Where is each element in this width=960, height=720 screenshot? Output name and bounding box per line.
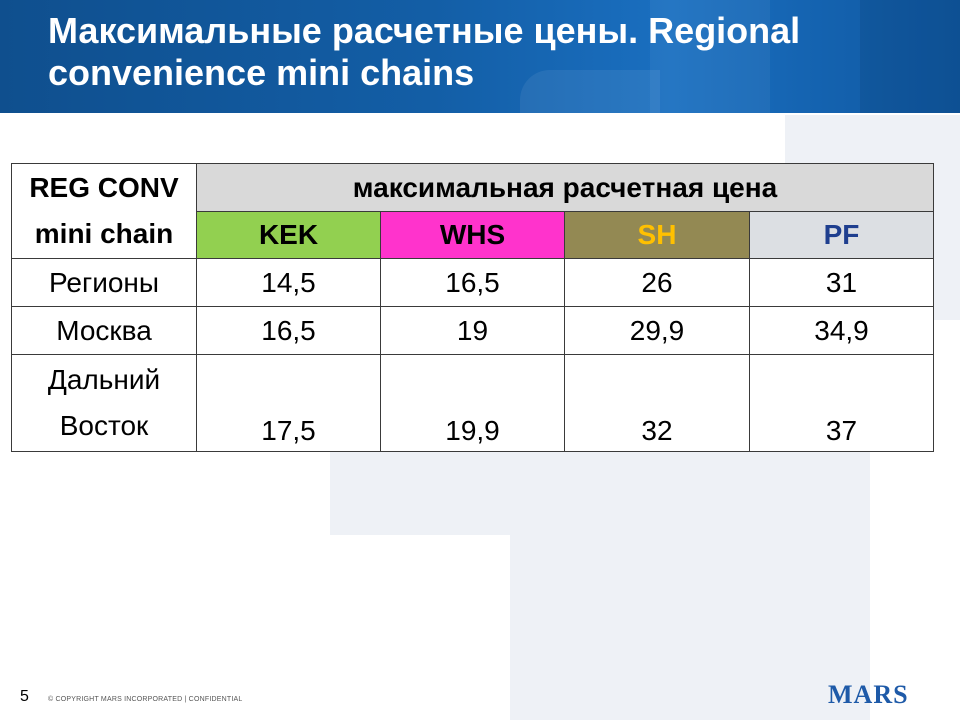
- header-decoration: [520, 70, 660, 113]
- row-label-line1: Дальний: [47, 364, 161, 395]
- column-header-sh: SH: [564, 211, 750, 259]
- page-number: 5: [20, 688, 29, 705]
- column-header-whs: WHS: [380, 211, 565, 259]
- row-label: Москва: [11, 306, 197, 355]
- corner-label-line1: REG CONV: [29, 172, 179, 203]
- header-decoration: [860, 0, 960, 113]
- table-subheader-row: KEK WHS SH PF: [12, 211, 934, 259]
- table-cell: 16,5: [380, 258, 565, 307]
- table-cell: 14,5: [196, 258, 381, 307]
- corner-label-line2: mini chain: [34, 218, 174, 249]
- row-label: Дальний Восток: [11, 354, 197, 452]
- table-cell: 34,9: [749, 306, 934, 355]
- table-cell: 26: [564, 258, 750, 307]
- table-cell: 19,9: [380, 354, 565, 452]
- table-row: Регионы 14,5 16,5 26 31: [11, 258, 934, 307]
- table-cell: 29,9: [564, 306, 750, 355]
- column-header-kek: KEK: [196, 211, 381, 259]
- table-cell: 17,5: [196, 354, 381, 452]
- table-header-row: REG CONV mini chain максимальная расчетн…: [11, 163, 934, 259]
- price-table: REG CONV mini chain максимальная расчетн…: [11, 163, 934, 452]
- row-label-line2: Восток: [59, 410, 149, 441]
- slide-header: Максимальные расчетные цены. Regional co…: [0, 0, 960, 113]
- row-label: Регионы: [11, 258, 197, 307]
- copyright-notice: © COPYRIGHT MARS INCORPORATED | CONFIDEN…: [48, 696, 243, 703]
- table-corner-cell: REG CONV mini chain: [11, 163, 197, 259]
- slide-title: Максимальные расчетные цены. Regional co…: [48, 10, 801, 93]
- table-cell: 37: [749, 354, 934, 452]
- table-row: Москва 16,5 19 29,9 34,9: [11, 306, 934, 355]
- table-cell: 31: [749, 258, 934, 307]
- mars-logo: MARS: [828, 680, 909, 709]
- table-row: Дальний Восток 17,5 19,9 32 37: [11, 354, 934, 452]
- table-cell: 32: [564, 354, 750, 452]
- column-header-pf: PF: [749, 211, 934, 259]
- table-cell: 16,5: [196, 306, 381, 355]
- group-header: максимальная расчетная цена: [196, 163, 934, 212]
- header-decoration: [650, 0, 770, 113]
- table-cell: 19: [380, 306, 565, 355]
